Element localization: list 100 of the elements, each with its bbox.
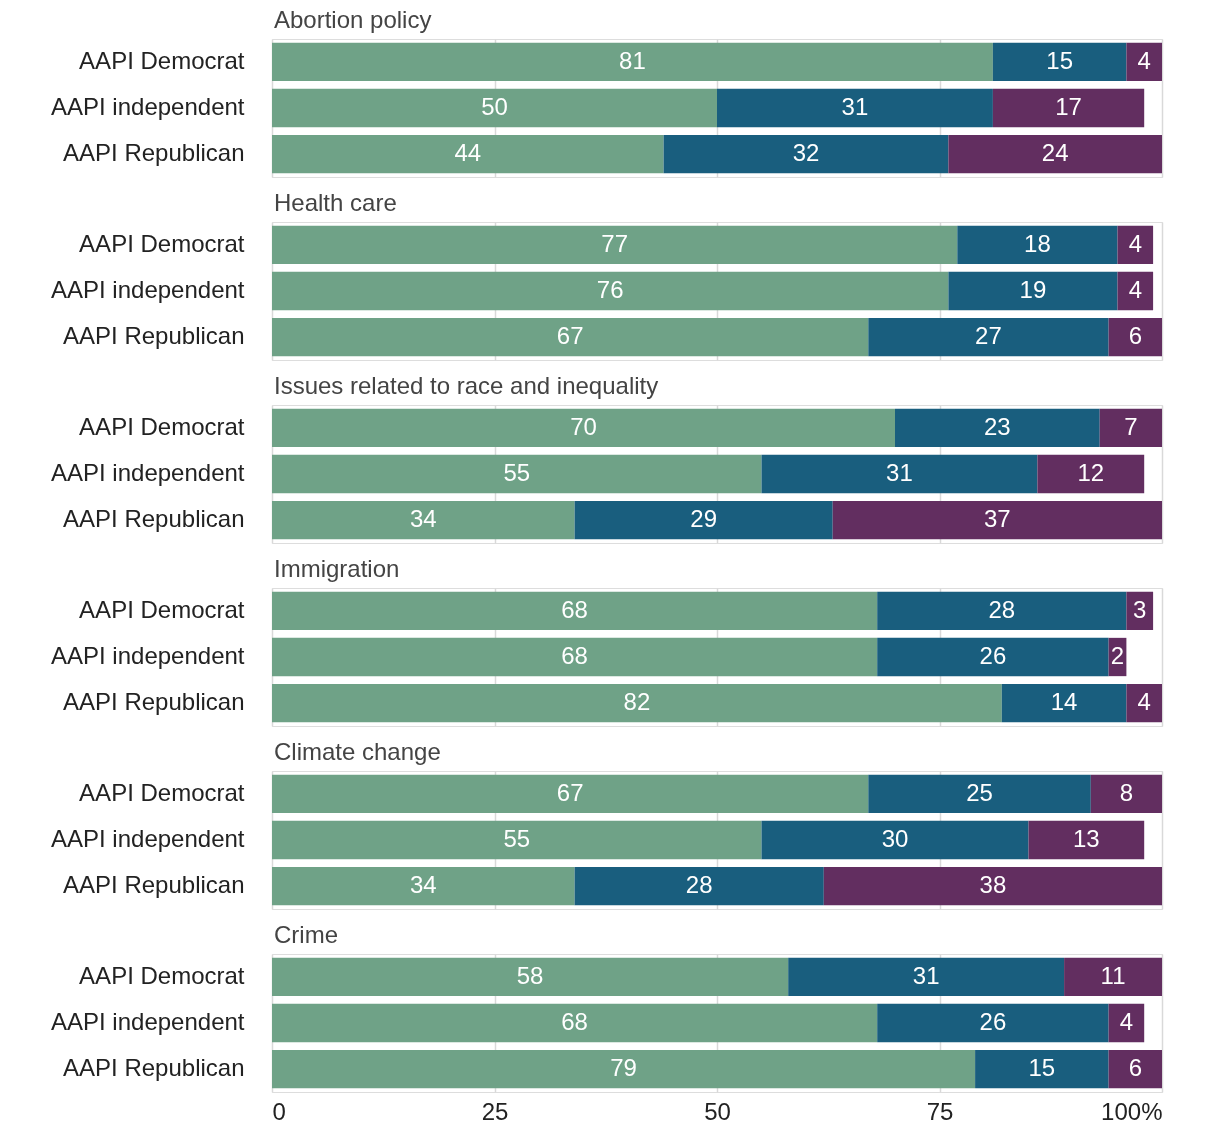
bar xyxy=(272,271,949,311)
data-label: 6 xyxy=(1128,1054,1142,1082)
data-label: 2 xyxy=(1110,642,1125,669)
bar xyxy=(272,591,878,630)
bar xyxy=(574,501,833,540)
bar xyxy=(832,501,1162,540)
data-label: 77 xyxy=(601,229,628,257)
y-tick-label: AAPI independent xyxy=(51,459,245,486)
y-tick-label: AAPI Democrat xyxy=(79,778,245,806)
y-tick-label: AAPI Republican xyxy=(63,688,245,716)
data-label: 44 xyxy=(454,139,482,167)
data-label: 31 xyxy=(841,93,869,120)
data-label: 34 xyxy=(409,871,437,899)
bar xyxy=(272,867,575,906)
y-tick-label: AAPI Democrat xyxy=(79,229,245,257)
x-tick-label: 0 xyxy=(272,1097,286,1125)
data-label: 31 xyxy=(912,961,940,989)
bar xyxy=(761,820,1029,860)
data-label: 4 xyxy=(1119,1008,1134,1035)
data-label: 7 xyxy=(1124,412,1138,440)
y-tick-label: AAPI Democrat xyxy=(79,595,245,623)
data-label: 26 xyxy=(979,1008,1007,1035)
data-label: 28 xyxy=(685,871,713,899)
data-label: 82 xyxy=(623,688,651,716)
data-label: 25 xyxy=(966,778,993,806)
bar xyxy=(823,867,1162,906)
chart-title: Climate change xyxy=(274,738,441,765)
data-label: 30 xyxy=(881,825,909,852)
data-label: 6 xyxy=(1128,322,1142,350)
data-label: 4 xyxy=(1137,46,1151,74)
data-label: 76 xyxy=(596,276,624,303)
data-label: 13 xyxy=(1073,825,1100,852)
bar xyxy=(1001,684,1127,723)
data-label: 3 xyxy=(1133,595,1147,623)
bar xyxy=(574,867,824,906)
bar xyxy=(1090,774,1162,813)
bar xyxy=(1117,225,1154,264)
data-label: 55 xyxy=(503,825,531,852)
data-label: 68 xyxy=(561,595,588,623)
data-label: 29 xyxy=(690,505,717,533)
data-label: 31 xyxy=(886,459,913,486)
data-label: 50 xyxy=(481,93,508,120)
data-label: 11 xyxy=(1100,961,1126,989)
data-label: 15 xyxy=(1028,1054,1056,1082)
bar xyxy=(868,774,1091,813)
bar xyxy=(1126,684,1162,723)
bar xyxy=(272,454,762,494)
y-tick-label: AAPI Republican xyxy=(63,139,245,167)
data-label: 12 xyxy=(1077,459,1105,486)
bar xyxy=(895,408,1100,447)
bar xyxy=(1117,271,1154,311)
bar xyxy=(1099,408,1162,447)
data-label: 27 xyxy=(975,322,1002,350)
data-label: 38 xyxy=(979,871,1007,899)
data-label: 68 xyxy=(561,1008,588,1035)
y-tick-label: AAPI independent xyxy=(51,825,245,852)
x-tick-label: 50 xyxy=(704,1097,731,1125)
data-label: 8 xyxy=(1119,778,1134,806)
bar xyxy=(272,225,958,264)
bar xyxy=(272,42,993,81)
data-label: 24 xyxy=(1041,139,1069,167)
bar xyxy=(272,774,869,813)
y-tick-label: AAPI Republican xyxy=(63,505,245,533)
y-tick-label: AAPI independent xyxy=(51,1008,245,1035)
chart-title: Abortion policy xyxy=(274,6,432,33)
bar xyxy=(877,591,1127,630)
data-label: 26 xyxy=(979,642,1007,669)
data-label: 37 xyxy=(984,505,1011,533)
bar xyxy=(1126,42,1162,81)
data-label: 14 xyxy=(1050,688,1078,716)
data-label: 81 xyxy=(619,46,646,74)
bar xyxy=(272,820,762,860)
bar xyxy=(868,318,1109,357)
bar xyxy=(1108,318,1162,357)
bar xyxy=(717,88,993,128)
data-label: 67 xyxy=(556,322,584,350)
bar xyxy=(992,42,1127,81)
bar xyxy=(948,135,1162,174)
bar xyxy=(992,88,1145,128)
chart-title: Health care xyxy=(274,189,397,216)
bar xyxy=(272,408,895,447)
data-label: 18 xyxy=(1024,229,1051,257)
data-label: 34 xyxy=(409,505,437,533)
y-tick-label: AAPI independent xyxy=(51,93,245,120)
data-label: 58 xyxy=(516,961,544,989)
x-tick-label: 25 xyxy=(481,1097,509,1125)
data-label: 67 xyxy=(556,778,584,806)
y-tick-label: AAPI Democrat xyxy=(79,961,245,989)
bar xyxy=(1028,820,1145,860)
data-label: 32 xyxy=(792,139,820,167)
bar xyxy=(272,135,664,174)
y-tick-label: AAPI Republican xyxy=(63,322,245,350)
chart-title: Immigration xyxy=(274,555,400,582)
bar xyxy=(877,637,1109,677)
x-tick-label: 75 xyxy=(926,1097,954,1125)
bar xyxy=(272,501,575,540)
chart-title: Crime xyxy=(274,921,338,948)
data-label: 70 xyxy=(570,412,597,440)
bar xyxy=(1037,454,1145,494)
y-tick-label: AAPI Democrat xyxy=(79,46,245,74)
